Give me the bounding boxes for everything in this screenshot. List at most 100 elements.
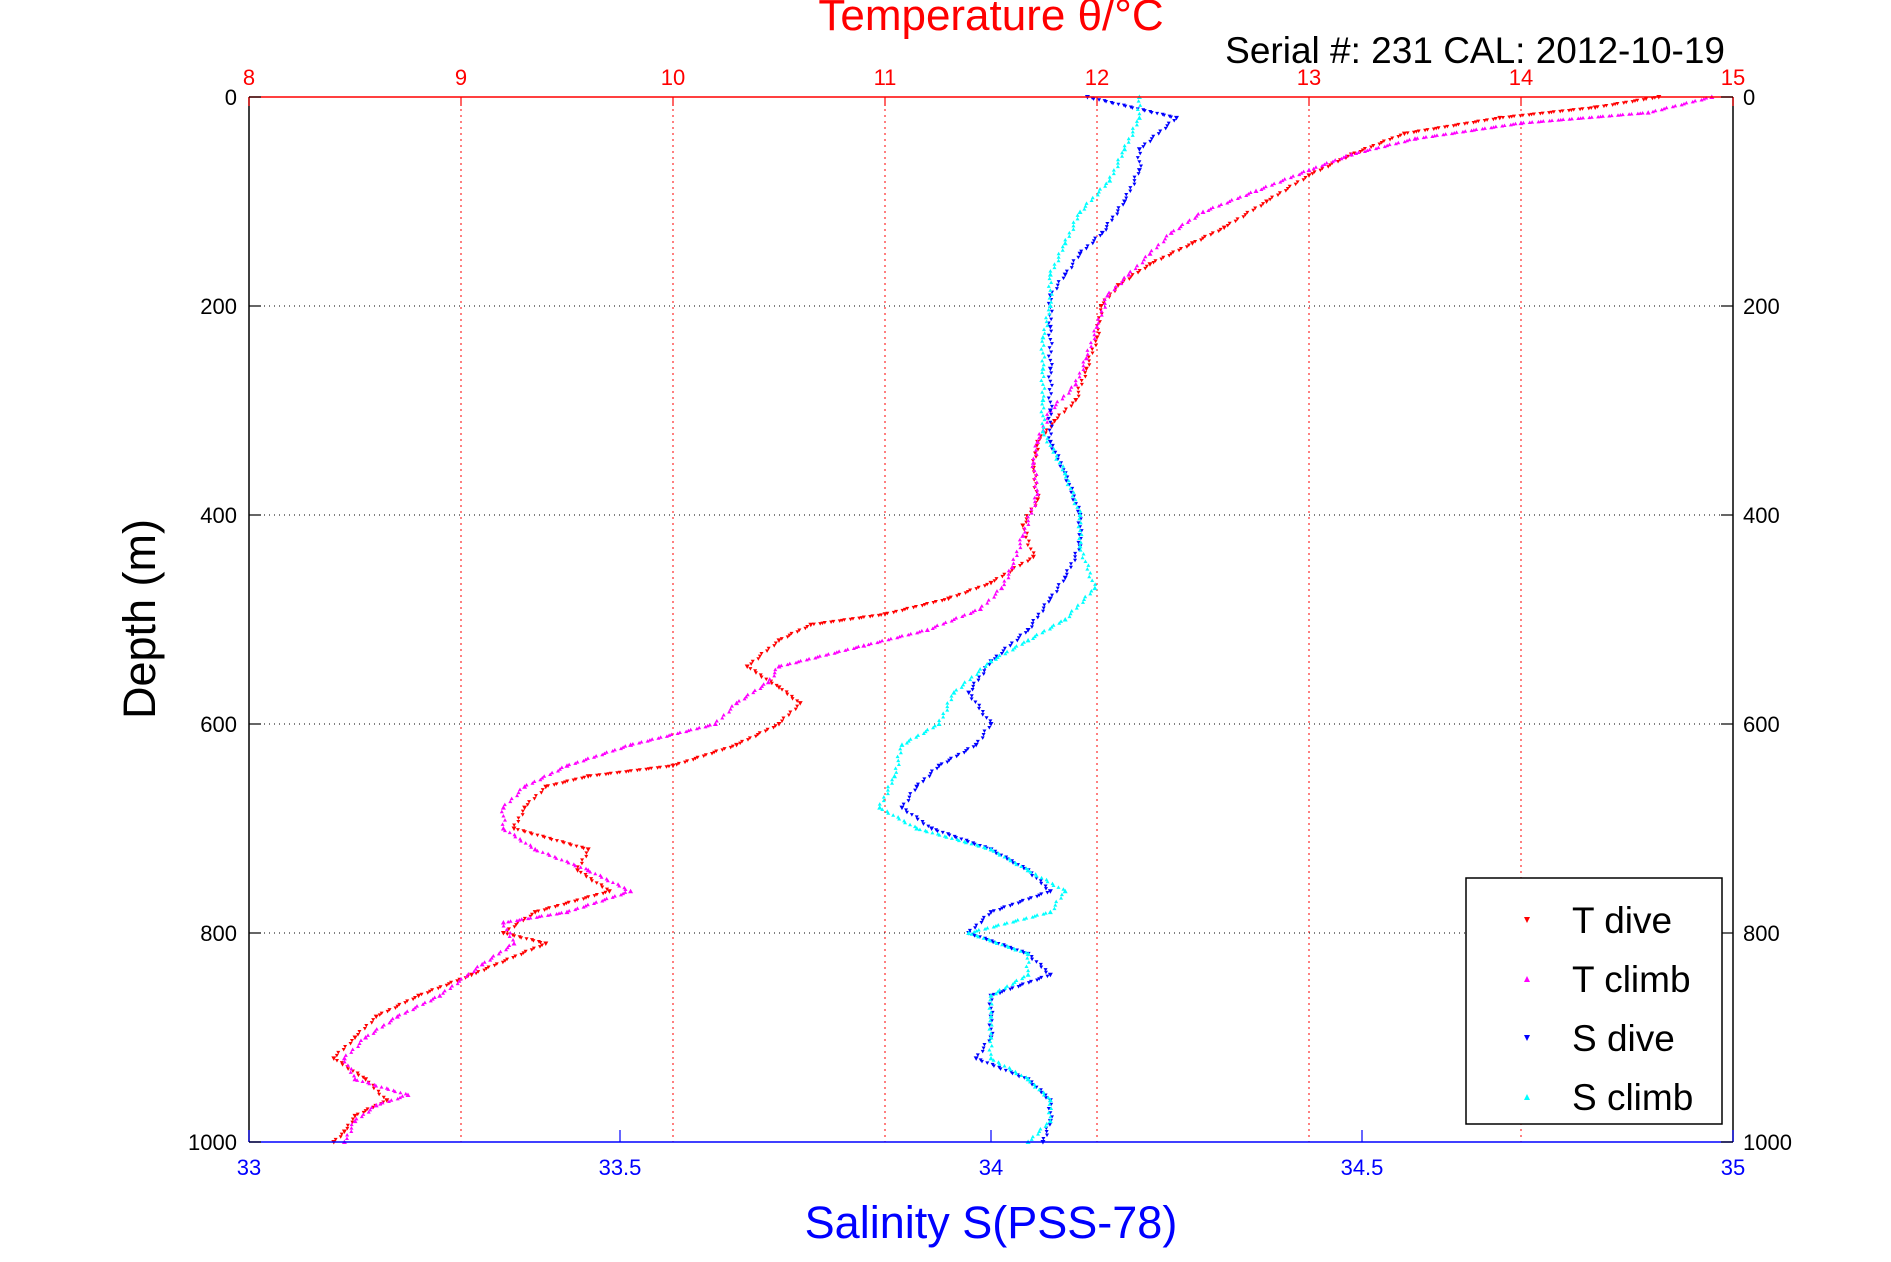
data-point <box>504 927 509 932</box>
data-point <box>1029 625 1034 629</box>
data-point <box>1130 133 1135 137</box>
data-point <box>1277 191 1282 195</box>
data-point <box>1377 142 1382 147</box>
data-point <box>1043 315 1048 320</box>
data-point <box>929 826 935 831</box>
data-point <box>1253 188 1259 194</box>
data-point <box>1049 317 1054 322</box>
data-point <box>604 750 609 754</box>
data-point <box>1059 896 1064 900</box>
data-point <box>358 1038 363 1042</box>
data-point <box>1075 603 1080 607</box>
data-point <box>615 771 620 775</box>
data-point <box>1081 551 1086 556</box>
data-point <box>785 692 790 697</box>
data-point <box>795 704 800 709</box>
data-point <box>1026 539 1031 544</box>
data-point <box>829 620 834 624</box>
data-point <box>345 1123 350 1128</box>
data-point <box>1154 245 1159 250</box>
data-point <box>612 747 617 752</box>
data-point <box>784 690 789 694</box>
data-point <box>907 795 912 800</box>
data-point <box>1287 184 1292 189</box>
data-point <box>930 830 935 835</box>
data-point <box>538 777 543 782</box>
data-point <box>1330 159 1335 164</box>
data-point <box>813 655 818 660</box>
data-point <box>965 589 970 594</box>
data-point <box>1115 164 1120 169</box>
data-point <box>522 916 527 921</box>
data-point <box>1071 220 1076 224</box>
data-point <box>348 1041 353 1046</box>
data-point <box>1029 896 1034 900</box>
data-point <box>970 688 975 692</box>
data-point <box>1034 455 1039 459</box>
data-point <box>1008 904 1013 908</box>
data-point <box>946 596 952 602</box>
data-point <box>980 1049 985 1054</box>
data-point <box>1124 193 1129 197</box>
data-point <box>915 817 920 822</box>
data-point <box>773 667 778 672</box>
data-point <box>1171 228 1176 233</box>
data-point <box>997 853 1002 857</box>
data-point <box>993 657 998 661</box>
data-point <box>1029 511 1034 515</box>
data-point <box>1187 218 1192 222</box>
data-point <box>508 919 513 923</box>
data-point <box>1030 554 1036 560</box>
data-point <box>937 718 942 723</box>
data-point <box>1012 646 1017 650</box>
data-point <box>1616 113 1620 117</box>
data-point <box>1398 133 1403 138</box>
data-point <box>1167 253 1172 258</box>
data-point <box>875 640 880 645</box>
data-point <box>1085 348 1090 352</box>
data-point <box>575 898 580 902</box>
data-point <box>1025 867 1031 873</box>
data-point <box>1077 543 1083 549</box>
data-point <box>1139 164 1143 168</box>
data-point <box>753 671 758 675</box>
data-point <box>736 699 741 703</box>
data-point <box>1592 105 1598 110</box>
data-point <box>1037 1129 1042 1134</box>
data-point <box>1049 404 1054 409</box>
data-point <box>985 582 990 587</box>
data-point <box>1216 203 1221 208</box>
data-point <box>705 723 710 728</box>
data-point <box>730 744 735 749</box>
data-point <box>1002 572 1007 577</box>
data-point <box>1014 644 1019 648</box>
data-point <box>1471 120 1476 125</box>
data-point <box>518 839 523 843</box>
data-point <box>1576 116 1581 121</box>
data-point <box>1180 222 1185 226</box>
data-point <box>796 659 801 664</box>
data-point <box>923 729 928 734</box>
data-point <box>1041 394 1046 398</box>
data-point <box>890 777 895 782</box>
data-point <box>524 937 529 941</box>
data-point <box>1172 119 1177 123</box>
data-point <box>562 902 567 907</box>
data-point <box>1016 985 1021 989</box>
data-point <box>972 930 977 934</box>
data-point <box>781 716 786 721</box>
data-point <box>584 875 589 879</box>
data-point <box>506 927 511 931</box>
data-point <box>500 960 505 965</box>
data-point <box>1245 210 1250 215</box>
data-point <box>377 1092 382 1097</box>
data-point <box>930 626 935 630</box>
data-point <box>1099 309 1104 313</box>
data-point <box>583 903 588 908</box>
data-point <box>514 918 519 923</box>
legend-label: T dive <box>1572 900 1672 941</box>
data-point <box>1268 197 1273 202</box>
data-point <box>341 1047 346 1052</box>
data-point <box>381 1095 386 1100</box>
data-point <box>1387 142 1392 147</box>
